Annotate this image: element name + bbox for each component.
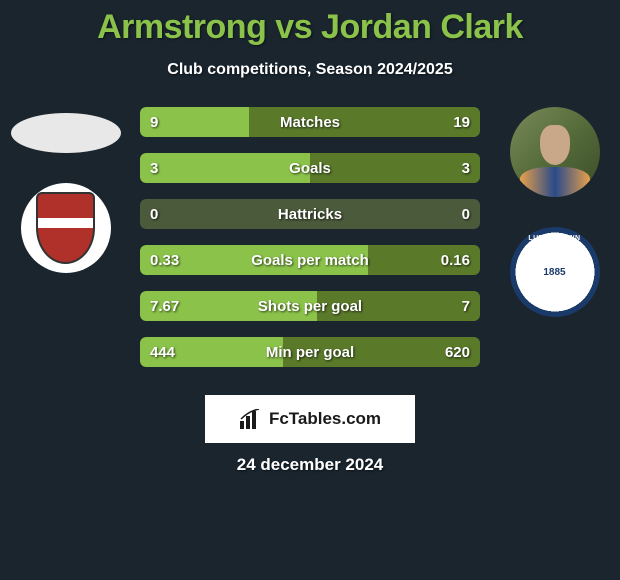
stat-right-value: 0.16: [441, 252, 470, 269]
stat-bar: 0 Hattricks 0: [140, 199, 480, 229]
stat-bar: 444 Min per goal 620: [140, 337, 480, 367]
snapshot-date: 24 december 2024: [0, 455, 620, 475]
stat-bar: 7.67 Shots per goal 7: [140, 291, 480, 321]
stat-label: Goals: [140, 160, 480, 177]
stat-label: Goals per match: [140, 252, 480, 269]
stat-bar: 9 Matches 19: [140, 107, 480, 137]
left-player-photo: [11, 113, 121, 153]
comparison-body: 9 Matches 19 3 Goals 3 0 Hattricks 0 0.3…: [0, 107, 620, 387]
site-name: FcTables.com: [269, 409, 381, 429]
chart-icon: [239, 409, 263, 429]
stat-label: Hattricks: [140, 206, 480, 223]
stat-bar: 3 Goals 3: [140, 153, 480, 183]
stat-right-value: 19: [453, 114, 470, 131]
site-logo: FcTables.com: [205, 395, 415, 443]
stat-right-value: 0: [462, 206, 470, 223]
right-player-photo: [510, 107, 600, 197]
stat-label: Matches: [140, 114, 480, 131]
right-player-column: [497, 107, 612, 317]
stat-bar: 0.33 Goals per match 0.16: [140, 245, 480, 275]
left-player-column: [8, 107, 123, 273]
stat-label: Min per goal: [140, 344, 480, 361]
stat-right-value: 7: [462, 298, 470, 315]
comparison-subtitle: Club competitions, Season 2024/2025: [0, 61, 620, 79]
left-club-badge: [21, 183, 111, 273]
stat-label: Shots per goal: [140, 298, 480, 315]
stat-right-value: 620: [445, 344, 470, 361]
comparison-title: Armstrong vs Jordan Clark: [0, 0, 620, 47]
right-club-badge: [510, 227, 600, 317]
stat-right-value: 3: [462, 160, 470, 177]
stats-bars: 9 Matches 19 3 Goals 3 0 Hattricks 0 0.3…: [140, 107, 480, 367]
